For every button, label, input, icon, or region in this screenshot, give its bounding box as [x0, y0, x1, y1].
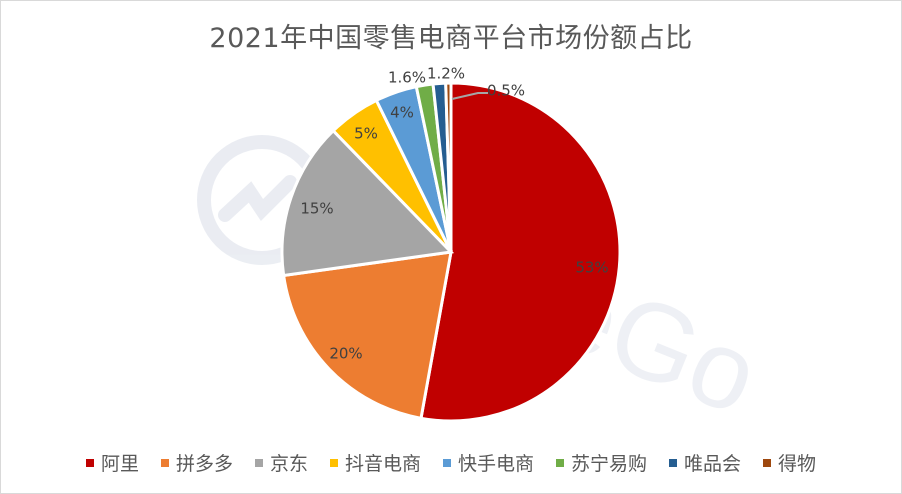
- data-label-1: 53%: [575, 259, 608, 277]
- data-label-6: 1.6%: [388, 69, 426, 87]
- legend-label: 得物: [778, 453, 817, 475]
- data-label-2: 20%: [329, 345, 362, 363]
- pie-slice-3: [280, 128, 455, 278]
- legend-label: 唯品会: [684, 453, 742, 475]
- legend-item: 苏宁易购: [556, 449, 647, 476]
- legend-swatch-icon: [160, 458, 169, 467]
- legend-swatch-icon: [254, 458, 263, 467]
- legend-label: 苏宁易购: [571, 453, 648, 475]
- legend-label: 抖音电商: [344, 453, 421, 475]
- leader-line: [451, 92, 488, 100]
- legend-label: 京东: [269, 453, 308, 475]
- legend-item: 抖音电商: [329, 449, 421, 476]
- legend-label: 拼多多: [175, 453, 233, 475]
- pie-slice-8: [444, 81, 453, 253]
- legend-item: 京东: [254, 449, 308, 476]
- data-label-5: 4%: [390, 104, 414, 122]
- pie-slice-2: [281, 250, 453, 421]
- legend-item: 得物: [763, 449, 816, 476]
- legend-label: 快手电商: [458, 453, 535, 475]
- legend-item: 唯品会: [669, 449, 741, 476]
- legend-swatch-icon: [85, 458, 94, 467]
- pie-slice-1: [419, 81, 622, 423]
- legend-swatch-icon: [669, 458, 678, 467]
- legend-swatch-icon: [556, 458, 565, 467]
- data-label-8: 0.5%: [487, 82, 525, 100]
- legend-item: 快手电商: [443, 449, 534, 476]
- data-label-4: 5%: [354, 125, 378, 143]
- legend-swatch-icon: [763, 458, 772, 467]
- legend-label: 阿里: [100, 453, 139, 475]
- pie-slices: [280, 81, 622, 423]
- data-label-3: 15%: [300, 200, 333, 218]
- legend-item: 阿里: [85, 449, 139, 476]
- data-label-7: 1.2%: [427, 65, 465, 83]
- legend-swatch-icon: [329, 458, 338, 467]
- legend-item: 拼多多: [160, 449, 233, 476]
- pie-data-labels: 53% 20% 15% 5% 4% 1.6% 1.2% 0.5%: [300, 65, 608, 363]
- legend-swatch-icon: [443, 458, 451, 467]
- chart-title: 2021年中国零售电商平台市场份额占比: [209, 23, 693, 54]
- chart-legend: 阿里 拼多多 京东 抖音电商 快手电商 苏宁易购 唯品会 得物: [0, 449, 902, 476]
